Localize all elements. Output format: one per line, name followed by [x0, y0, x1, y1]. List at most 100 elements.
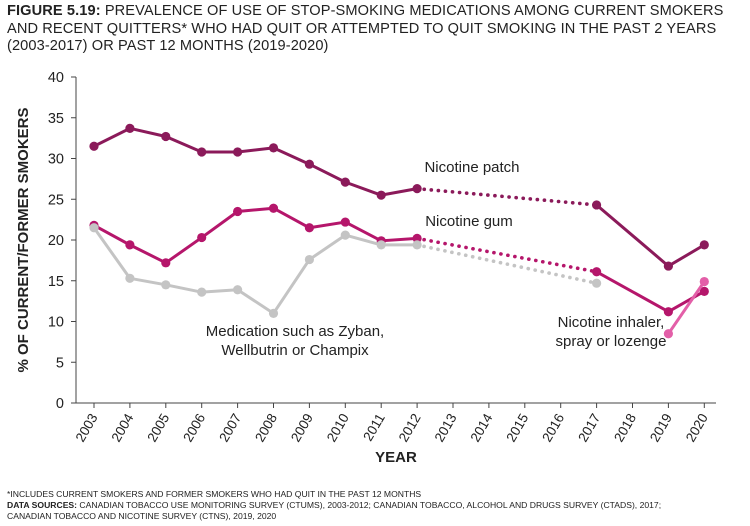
x-tick-label: 2004	[108, 411, 136, 445]
series-label: Wellbutrin or Champix	[221, 342, 369, 359]
series-line-segment	[595, 270, 670, 314]
x-tick-label: 2009	[288, 411, 316, 445]
data-point	[663, 329, 674, 339]
series-line-segment	[236, 288, 275, 315]
x-tick-label: 2015	[503, 411, 531, 445]
chart-axes: 0 5 10 15 20 25 30 35 40 2003 2004 2005 2006 2007 2008…	[15, 70, 716, 466]
y-tick-label: 35	[48, 111, 64, 127]
y-tick-label: 5	[56, 355, 64, 371]
data-point	[197, 232, 207, 243]
data-point	[376, 190, 386, 200]
y-tick-label: 30	[48, 152, 64, 168]
series-line-segment	[164, 236, 204, 265]
data-point	[412, 184, 422, 194]
chart-title: FIGURE 5.19: PREVALENCE OF USE OF STOP-S…	[7, 3, 745, 56]
data-point	[592, 267, 602, 277]
series-line-segment	[307, 220, 347, 230]
series-line-segment	[236, 146, 275, 154]
data-point	[340, 217, 350, 227]
footnote-sources-label: DATA SOURCES:	[7, 500, 78, 510]
y-tick-label: 10	[48, 315, 64, 331]
series-line-segment	[92, 223, 132, 247]
data-point	[304, 254, 314, 265]
data-point	[304, 159, 314, 169]
data-point	[699, 276, 709, 287]
y-tick-label: 25	[48, 192, 64, 208]
series-line-segment	[200, 288, 240, 294]
chart-series-labels: Nicotine patch Nicotine gum Medication suc…	[206, 159, 667, 359]
series-line-segment	[379, 236, 419, 243]
y-tick-label: 40	[48, 70, 64, 86]
data-point	[125, 273, 135, 283]
data-point	[663, 307, 674, 317]
x-tick-label: 2012	[396, 411, 424, 445]
title-text: PREVALENCE OF USE OF STOP-SMOKING MEDICA…	[7, 3, 724, 54]
series-label: Medication such as Zyban,	[206, 323, 384, 340]
data-point	[197, 147, 207, 157]
series-line-segment	[272, 146, 311, 166]
y-axis-title: % OF CURRENT/FORMER SMOKERS	[15, 107, 32, 372]
x-tick-label: 2016	[539, 411, 567, 445]
series-line-segment	[164, 283, 204, 294]
data-point	[412, 240, 422, 250]
x-axis-title: YEAR	[375, 449, 417, 466]
data-point	[161, 280, 171, 290]
data-point	[161, 258, 171, 268]
footnote-sources: DATA SOURCES: CANADIAN TOBACCO USE MONIT…	[7, 500, 661, 511]
x-tick-label: 2019	[647, 411, 675, 445]
series-line-segment	[236, 206, 275, 213]
x-tick-label: 2008	[252, 411, 280, 445]
series-label: spray or lozenge	[556, 333, 667, 350]
series-label: Nicotine patch	[424, 159, 519, 176]
x-tick-label: 2007	[216, 411, 244, 445]
figure-label: FIGURE 5.19:	[7, 3, 101, 19]
data-point	[412, 233, 422, 243]
x-tick-label: 2013	[432, 411, 460, 445]
footnote-sources-continued: CANADIAN TOBACCO AND NICOTINE SURVEY (CT…	[7, 511, 277, 521]
y-tick-label: 20	[48, 233, 64, 249]
data-point	[233, 147, 243, 157]
data-point	[89, 223, 99, 233]
data-point	[161, 131, 171, 142]
x-tick-label: 2006	[180, 411, 208, 445]
x-tick-label: 2020	[683, 411, 711, 445]
line-chart: 0 5 10 15 20 25 30 35 40 2003 2004 2005 2006 2007 2008…	[15, 70, 716, 466]
x-tick-label: 2014	[467, 411, 495, 445]
series-line-segment	[92, 126, 132, 148]
data-point	[340, 177, 350, 187]
data-point	[197, 287, 207, 297]
data-point	[233, 285, 243, 295]
data-point	[268, 308, 279, 318]
data-point	[125, 123, 135, 133]
series-line-segment	[92, 226, 132, 280]
series-line-segment	[343, 220, 383, 243]
data-point	[340, 230, 350, 240]
x-tick-label: 2003	[73, 411, 101, 445]
data-point	[699, 286, 709, 296]
series-line-segment	[595, 203, 670, 268]
series-line-segment	[164, 134, 204, 154]
data-point	[268, 143, 279, 153]
y-tick-label: 15	[48, 274, 64, 290]
series-line-segment	[379, 187, 419, 197]
data-point	[233, 206, 243, 217]
data-point	[592, 278, 602, 288]
x-tick-label: 2011	[360, 411, 388, 444]
series-line-segment	[272, 258, 311, 315]
data-point	[699, 240, 709, 250]
series-line-segment	[128, 276, 168, 287]
series-line-segment	[666, 243, 706, 268]
footnotes: *INCLUDES CURRENT SMOKERS AND FORMER SMO…	[7, 489, 661, 522]
series-dotted-segment	[415, 243, 599, 285]
chart-series	[89, 123, 709, 339]
series-line-segment	[128, 243, 168, 265]
series-line-segment	[200, 209, 240, 240]
data-point	[304, 223, 314, 233]
series-label: Nicotine inhaler,	[558, 314, 665, 331]
data-point	[125, 240, 135, 250]
x-tick-label: 2017	[575, 411, 603, 445]
y-tick-label: 0	[56, 396, 64, 412]
series-line-segment	[666, 280, 706, 336]
series-dotted-segment	[415, 186, 599, 207]
series-line-segment	[307, 233, 347, 262]
